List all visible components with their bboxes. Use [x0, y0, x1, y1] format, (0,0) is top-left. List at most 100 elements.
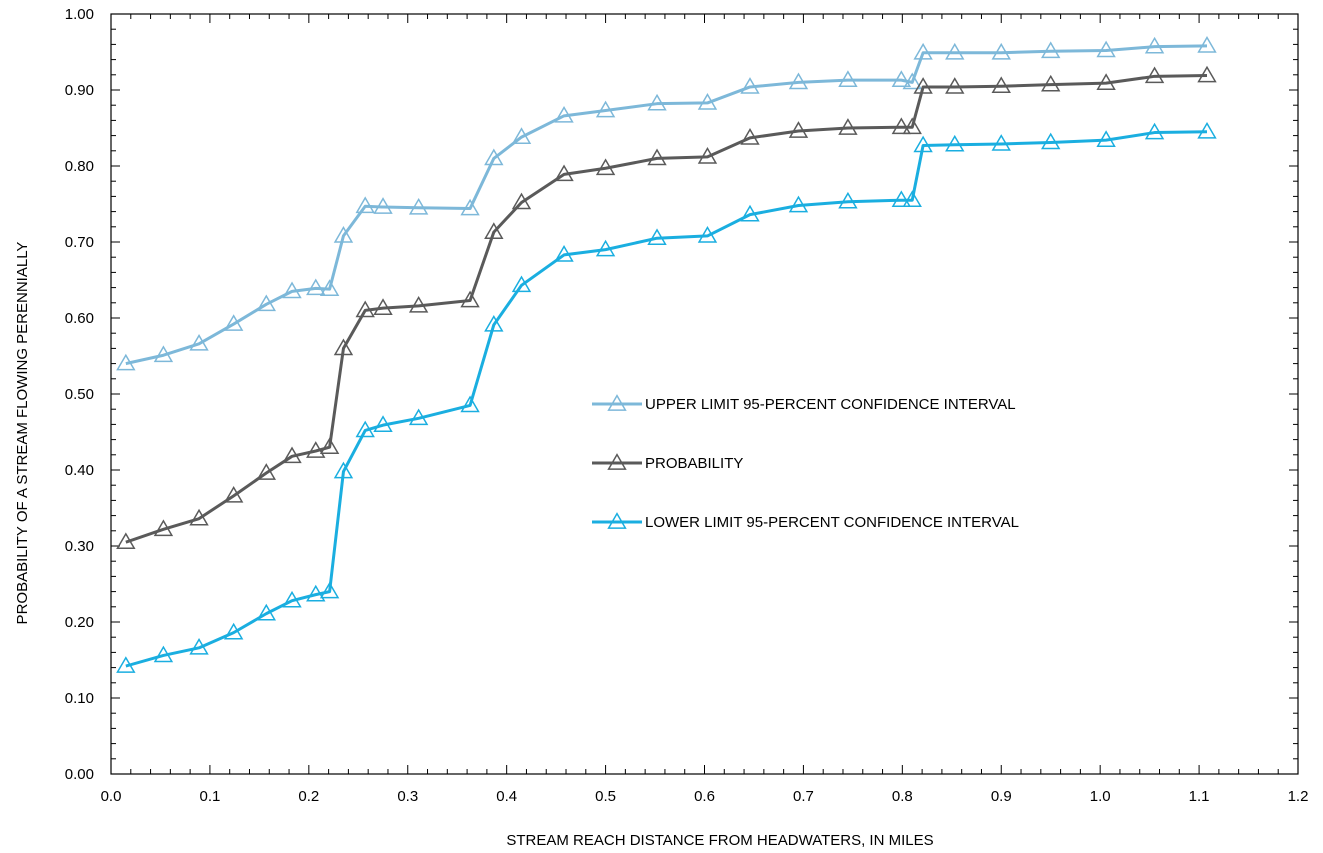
series-0-point [788, 72, 809, 90]
series-0-point [373, 197, 393, 214]
x-tick-label: 0.7 [793, 788, 814, 805]
series-0-point [333, 226, 354, 243]
x-tick-label: 1.2 [1288, 788, 1309, 805]
y-tick-label: 0.80 [65, 158, 94, 175]
series-0-point [554, 105, 574, 123]
series-2-point [1041, 132, 1061, 150]
series-1-point [991, 76, 1011, 94]
series-1-point [189, 508, 209, 526]
series-2-point [306, 584, 326, 602]
series-0-point [740, 77, 760, 94]
series-0-point [1096, 40, 1116, 58]
series-1-point [945, 77, 965, 94]
series-2-point [902, 190, 922, 208]
legend-swatch-marker [607, 512, 627, 529]
series-1-point [153, 519, 174, 537]
series-1-point [838, 118, 858, 135]
series-2-point [282, 590, 302, 608]
series-1-point [319, 437, 340, 455]
series-1-point [1041, 74, 1061, 92]
series-1-point [788, 121, 809, 138]
series-1-point [913, 77, 933, 94]
legend: UPPER LIMIT 95-PERCENT CONFIDENCE INTERV… [592, 394, 1019, 531]
series-2-point [511, 275, 532, 293]
series-2-point [554, 245, 574, 262]
series-1-point [595, 158, 616, 176]
legend-label: UPPER LIMIT 95-PERCENT CONFIDENCE INTERV… [645, 396, 1016, 413]
y-axis-title: PROBABILITY OF A STREAM FLOWING PERENNIA… [14, 242, 31, 625]
y-axis-ticks: 0.00 0.10 0.20 0.30 0.40 0.50 0.60 0.70 0.80 0.90… [65, 6, 1298, 783]
series-2-point [319, 581, 340, 599]
series-1-point [355, 300, 375, 318]
y-tick-label: 0.60 [65, 310, 94, 327]
x-axis-ticks: 0.0 0.1 0.2 0.3 0.4 0.5 0.6 0.7 0.8 0.9 1.0 1.1 1.2 [101, 14, 1309, 805]
series-1-point [902, 117, 922, 135]
series-1-point [223, 485, 244, 503]
series-1-point [1144, 66, 1165, 84]
series-0-point [1144, 36, 1165, 54]
series-line-2 [125, 130, 1208, 668]
series-1-point [282, 446, 302, 464]
series-2-point [116, 656, 136, 673]
series-1-point [740, 128, 760, 145]
series-0-point [408, 197, 429, 215]
x-tick-label: 0.4 [496, 788, 517, 805]
series-1-point [306, 441, 326, 458]
series-0-point [256, 294, 277, 312]
series-0-point [945, 42, 965, 60]
series-1-point [1197, 65, 1217, 83]
series-2-point [333, 461, 354, 479]
series-0-point [991, 42, 1011, 60]
series-0-point [319, 279, 340, 296]
x-tick-label: 1.0 [1090, 788, 1111, 805]
series-0-point [913, 42, 933, 60]
series-0-point [223, 314, 244, 331]
y-tick-label: 0.20 [65, 614, 94, 631]
y-tick-label: 0.40 [65, 462, 94, 479]
series-1-point [116, 532, 136, 550]
series-0-point [511, 127, 532, 144]
legend-label: LOWER LIMIT 95-PERCENT CONFIDENCE INTERV… [645, 514, 1019, 531]
series-0-point [647, 93, 667, 111]
series-2-point [484, 314, 504, 332]
series-1-point [460, 290, 480, 308]
x-tick-label: 0.0 [101, 788, 122, 805]
series-2-point [1096, 130, 1116, 147]
series-0-point [1041, 41, 1061, 59]
series-0-point [902, 72, 922, 90]
series-0-point [306, 278, 326, 296]
series-2-point [838, 191, 858, 209]
series-2-point [788, 195, 809, 213]
series-2-point [355, 420, 375, 438]
x-tick-label: 0.3 [397, 788, 418, 805]
series-2-point [256, 603, 277, 621]
series-0-point [153, 345, 174, 363]
series-1-point [373, 298, 393, 315]
x-axis-title: STREAM REACH DISTANCE FROM HEADWATERS, I… [506, 832, 933, 849]
y-tick-label: 0.50 [65, 386, 94, 403]
series-0-point [1197, 36, 1217, 53]
series-2-point [408, 408, 429, 426]
series-2-point [913, 135, 933, 153]
series-1-point [333, 338, 354, 356]
series-1-point [511, 192, 532, 210]
series-2-point [891, 190, 912, 208]
series-0-point [460, 198, 480, 216]
legend-label: PROBABILITY [645, 455, 743, 472]
y-tick-label: 1.00 [65, 6, 94, 23]
series-1-point [484, 222, 504, 239]
x-tick-label: 0.5 [595, 788, 616, 805]
series-2-point [189, 637, 209, 655]
series-line-1 [125, 74, 1208, 544]
series-2-point [647, 228, 667, 246]
x-tick-label: 0.6 [694, 788, 715, 805]
series-0-point [595, 100, 616, 118]
series-2-point [945, 134, 965, 152]
series-2-point [1144, 122, 1165, 140]
series-2-point [740, 204, 760, 222]
series-0-point [484, 148, 504, 166]
y-tick-label: 0.90 [65, 82, 94, 99]
y-tick-label: 0.10 [65, 690, 94, 707]
plot-frame [110, 13, 1299, 775]
